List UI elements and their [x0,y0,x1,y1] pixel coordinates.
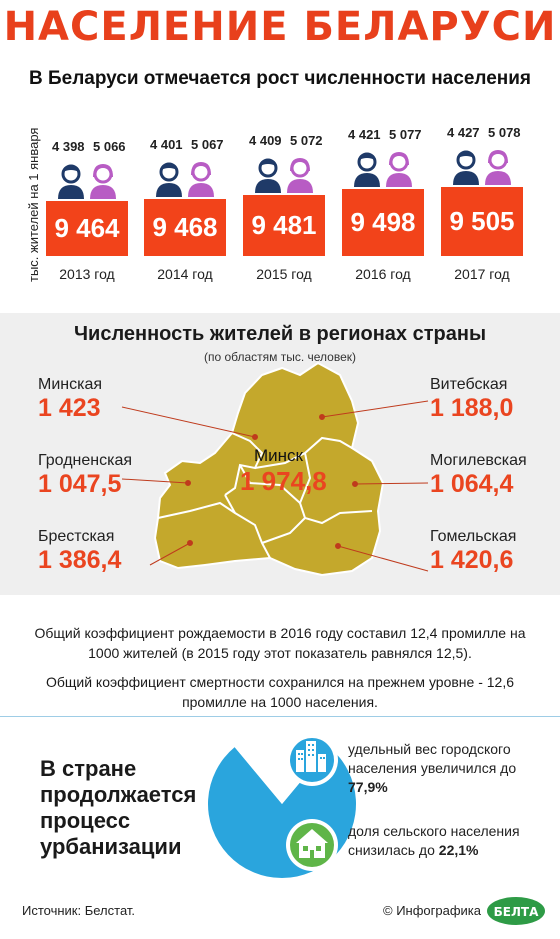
region-value-mogilev: 1 064,4 [430,470,514,498]
region-name-minsk-oblast: Минская [38,376,103,393]
page-subtitle: В Беларуси отмечается рост численности н… [28,68,532,89]
population-bar: 9 481 [243,195,325,256]
man-icon [354,152,380,188]
belta-logo-text: БЕЛТА [494,905,539,919]
capital-name: Минск [254,446,303,465]
house-icon [286,819,338,871]
birth-rate-note: Общий коэффициент рождаемости в 2016 год… [34,625,526,661]
urbanization-heading: В стране продолжается процесс урбанизаци… [40,756,196,860]
men-count: 4 401 [150,137,183,153]
section-divider [0,716,560,717]
population-bar: 9 505 [441,187,523,256]
man-icon [453,150,479,185]
urbanization-heading-line: В стране [40,756,137,781]
belarus-map [121,361,429,577]
urbanization-pie [208,730,356,878]
region-name-vitebsk: Витебская [430,376,508,393]
women-count: 5 066 [93,138,126,154]
regions-subtitle: (по областям тыс. человек) [203,350,357,364]
woman-icon [287,158,313,193]
region-value-grodno: 1 047,5 [38,470,122,498]
man-icon [58,164,84,199]
rural-share-text: доля сельского населения снизилась до [348,823,520,858]
region-name-mogilev: Могилевская [430,452,527,469]
urban-share-stat: удельный вес городского населения увелич… [348,740,548,797]
urban-share-text: удельный вес городского населения увелич… [348,741,517,776]
woman-icon [386,152,412,188]
population-bar: 9 468 [144,199,226,256]
population-bar: 9 464 [46,200,128,256]
women-count: 5 077 [389,127,422,143]
year-label: 2015 год [256,266,312,282]
year-label: 2016 год [355,266,411,282]
women-count: 5 078 [488,125,521,140]
region-name-brest: Брестская [38,528,115,545]
women-count: 5 067 [191,137,224,153]
men-count: 4 421 [348,127,381,143]
men-count: 4 427 [447,125,480,140]
region-value-vitebsk: 1 188,0 [430,394,514,422]
region-value-brest: 1 386,4 [38,546,122,574]
men-count: 4 398 [52,138,85,154]
source-note: Источник: Белстат. [22,903,136,918]
women-count: 5 072 [290,133,323,148]
regions-title: Численность жителей в регионах страны [73,323,487,345]
woman-icon [90,163,116,199]
year-label: 2014 год [157,266,213,282]
men-count: 4 409 [249,133,282,148]
population-bar: 9 498 [342,189,424,256]
credit-note: © Инфографика [383,903,482,918]
chart-ylabel: тыс. жителей на 1 января [26,127,41,282]
urbanization-heading-line: процесс [40,808,131,833]
belta-logo: БЕЛТА [487,897,545,925]
urban-share-value: 77,9% [348,779,388,795]
region-value-gomel: 1 420,6 [430,546,514,574]
woman-icon [188,162,214,198]
city-buildings-icon [286,734,338,786]
man-icon [156,162,182,198]
capital-value: 1 974,8 [240,466,327,496]
year-label: 2013 год [59,266,115,282]
region-value-minsk-oblast: 1 423 [38,394,101,422]
region-name-grodno: Гродненская [38,452,133,469]
year-label: 2017 год [454,266,510,282]
man-icon [255,158,281,193]
region-name-gomel: Гомельская [430,528,517,545]
death-rate-note: Общий коэффициент смертности сохранился … [45,674,515,710]
woman-icon [485,150,511,185]
urbanization-heading-line: продолжается [40,782,197,807]
rural-share-stat: доля сельского населения снизилась до 22… [348,822,548,860]
urbanization-heading-line: урбанизации [40,834,182,859]
page-title: НАСЕЛЕНИЕ БЕЛАРУСИ [3,4,557,50]
rural-share-value: 22,1% [438,842,479,858]
